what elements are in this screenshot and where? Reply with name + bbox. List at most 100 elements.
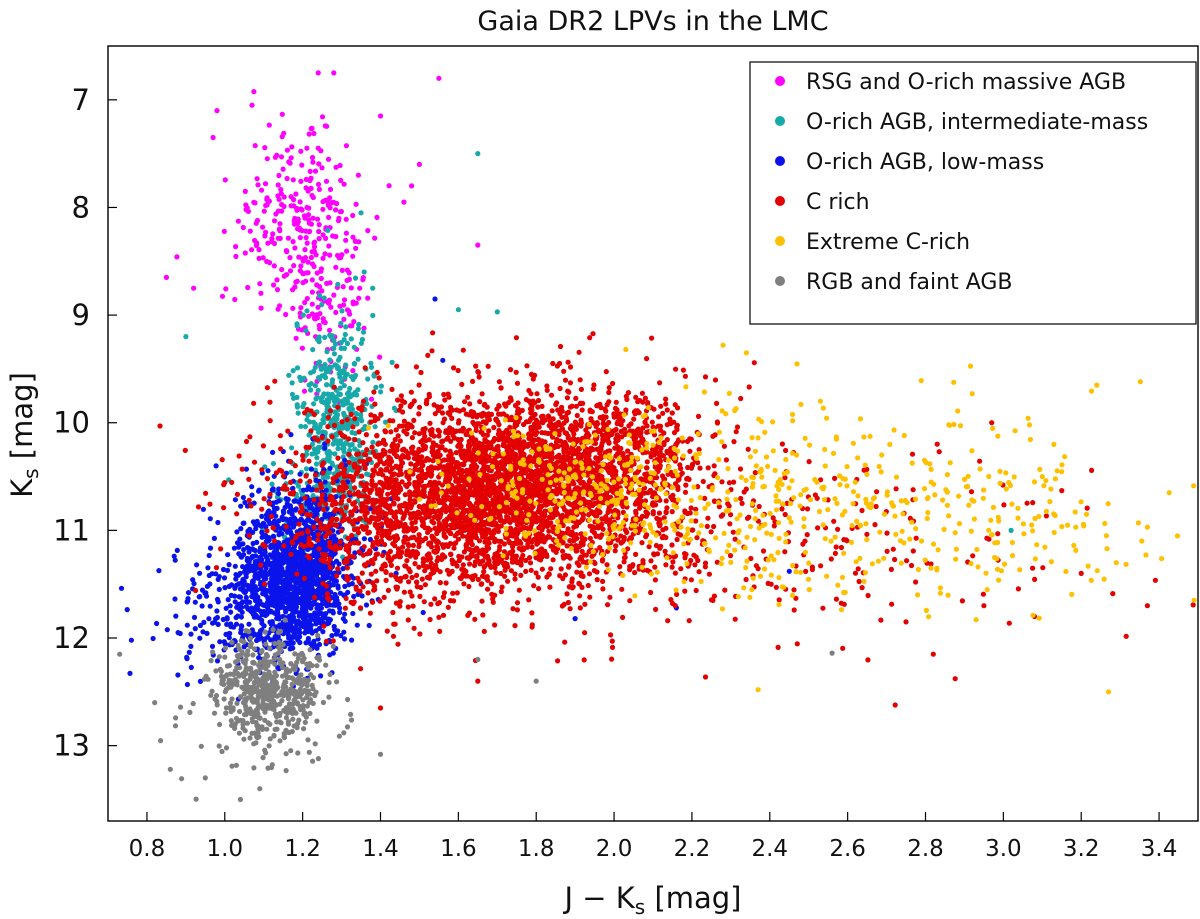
data-point <box>352 238 358 244</box>
data-point <box>594 569 600 575</box>
data-point <box>213 463 219 469</box>
data-point <box>289 144 295 150</box>
data-point <box>382 419 389 425</box>
data-point <box>287 255 293 261</box>
data-point <box>267 418 273 424</box>
data-point <box>265 634 271 640</box>
data-point <box>322 251 328 257</box>
data-point <box>628 535 635 541</box>
data-point <box>355 387 361 393</box>
data-point <box>536 586 542 592</box>
data-point <box>298 581 304 588</box>
data-point <box>351 575 357 581</box>
data-point <box>341 449 347 455</box>
data-point <box>223 605 229 611</box>
data-point <box>360 329 367 335</box>
data-point <box>342 583 348 590</box>
data-point <box>211 535 217 542</box>
data-point <box>353 201 359 207</box>
data-point <box>191 614 198 621</box>
data-point <box>359 523 365 530</box>
data-point <box>316 161 322 167</box>
data-point <box>344 340 350 347</box>
data-point <box>661 515 667 521</box>
data-point <box>241 644 247 650</box>
data-point <box>633 551 639 558</box>
data-point <box>288 505 294 511</box>
data-point <box>197 678 203 685</box>
data-point <box>341 629 347 635</box>
data-point <box>294 278 300 284</box>
data-point <box>280 516 286 523</box>
data-point <box>336 255 342 261</box>
data-point <box>378 389 384 395</box>
data-point <box>259 513 265 520</box>
data-point <box>436 614 442 620</box>
data-point <box>432 296 438 302</box>
data-point <box>292 284 298 290</box>
data-point <box>259 187 265 193</box>
data-point <box>277 622 283 628</box>
data-point <box>620 614 626 621</box>
data-point <box>334 573 340 579</box>
data-point <box>305 561 312 568</box>
data-point <box>318 266 324 272</box>
data-point <box>445 457 451 463</box>
data-point <box>420 609 426 616</box>
data-point <box>335 628 341 634</box>
data-point <box>320 255 326 261</box>
data-point <box>586 571 593 577</box>
data-point <box>348 336 354 342</box>
data-point <box>279 134 285 140</box>
data-point <box>265 468 271 474</box>
data-point <box>315 70 321 76</box>
data-point <box>346 459 352 465</box>
data-point <box>246 533 252 539</box>
data-point <box>267 399 273 405</box>
data-point <box>467 561 473 567</box>
data-point <box>560 548 566 554</box>
data-point <box>156 568 162 574</box>
data-point <box>254 587 260 593</box>
data-point <box>516 587 522 593</box>
data-point <box>369 473 375 480</box>
data-point <box>356 451 362 457</box>
data-point <box>293 450 299 456</box>
data-point <box>296 577 302 583</box>
data-point <box>227 603 233 609</box>
data-point <box>310 493 316 499</box>
data-point <box>207 603 213 609</box>
data-point <box>246 476 252 482</box>
data-point <box>426 465 432 471</box>
data-point <box>300 487 307 493</box>
data-point <box>279 201 285 208</box>
data-point <box>356 295 362 301</box>
data-point <box>194 562 200 568</box>
data-point <box>173 613 179 619</box>
data-point <box>297 235 303 241</box>
data-point <box>475 151 481 157</box>
data-point <box>262 570 268 576</box>
data-point <box>241 547 247 553</box>
data-point <box>393 477 399 483</box>
data-point <box>277 433 283 439</box>
data-point <box>290 524 297 530</box>
data-point <box>256 255 262 261</box>
data-point <box>224 567 231 574</box>
data-point <box>222 641 228 647</box>
data-point <box>288 155 294 161</box>
data-point <box>260 443 266 449</box>
data-point <box>297 471 303 477</box>
data-point <box>269 481 275 487</box>
data-point <box>261 581 267 587</box>
data-point <box>398 393 404 399</box>
data-point <box>308 466 314 472</box>
data-point <box>414 572 420 579</box>
data-point <box>388 572 394 578</box>
data-point <box>300 457 306 463</box>
data-point <box>317 520 323 526</box>
data-point <box>308 605 314 611</box>
data-point <box>201 619 207 626</box>
data-point <box>389 386 395 392</box>
data-point <box>191 581 197 587</box>
